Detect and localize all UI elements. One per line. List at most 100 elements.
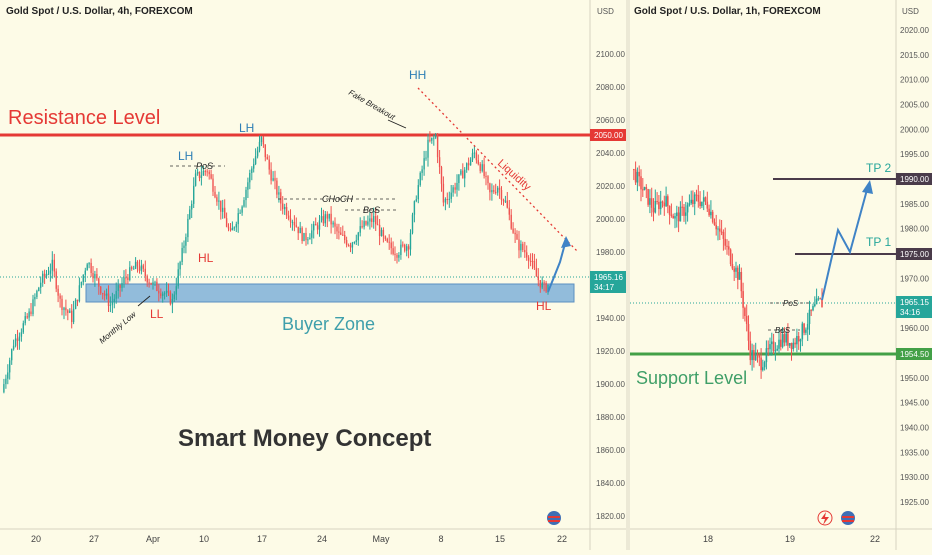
candle-body [649,198,651,205]
candle-body [688,203,691,206]
right-chart-title: Gold Spot / U.S. Dollar, 1h, FOREXCOM [634,6,821,17]
candle-body [287,215,290,219]
candle-body [133,268,135,270]
candle-body [55,271,57,289]
candle-body [778,339,780,349]
candle-body [448,198,450,200]
candle-body [318,220,321,230]
candle-body [305,233,307,240]
y-tick-label: 1930.00 [900,473,929,482]
candle-body [11,349,13,361]
candle-body [57,288,59,296]
candle-body [347,245,350,247]
candle-body [537,276,539,281]
lh-label-2: LH [239,121,254,135]
candle-body [291,221,294,223]
candle-body [796,336,798,345]
candle-body [378,224,381,237]
candle-body [24,316,26,324]
hl-label-1: HL [198,251,214,265]
candle-body [98,278,100,287]
y-tick-label: 1940.00 [596,314,625,323]
candle-body [119,285,121,288]
candle-body [487,176,489,184]
right-projection-arrow [821,185,869,301]
candle-body [167,290,170,293]
candle-body [32,299,34,315]
candle-body [344,234,346,240]
candle-body [200,175,203,178]
y-tick-label: 1925.00 [900,498,929,507]
candle-body [171,298,174,305]
candle-body [369,218,371,222]
left-countdown: 34:17 [594,283,615,292]
candle-body [481,164,483,171]
candle-body [328,213,330,219]
left-last-price-value: 1965.16 [594,273,623,282]
candle-body [524,250,526,253]
candle-body [819,298,821,300]
candle-body [162,293,164,296]
candle-body [136,261,139,267]
candle-body [280,192,282,204]
candle-body [301,227,303,241]
lightning-icon[interactable] [817,510,833,526]
candle-body [59,295,61,299]
x-tick-label: 22 [557,534,567,544]
candle-body [272,178,274,181]
candle-body [742,291,744,308]
candle-body [504,200,507,202]
candle-body [683,206,685,216]
choch-label: CHoCH [322,194,354,204]
candle-body [152,282,154,285]
candle-body [650,198,653,208]
candle-body [462,170,464,179]
ll-label: LL [150,307,164,321]
concept-label: Smart Money Concept [178,425,431,452]
candle-body [355,240,357,242]
candle-body [522,243,524,250]
candle-body [404,244,406,251]
candle-body [429,139,431,141]
candle-body [129,267,131,280]
candle-body [22,323,24,333]
candle-body [220,200,222,212]
candle-body [386,238,388,242]
y-tick-label: 2060.00 [596,116,625,125]
y-tick-label: 1920.00 [596,347,625,356]
candle-body [520,243,522,251]
candle-body [282,203,284,210]
tp1-price-tag: 1975.00 [896,248,932,260]
candle-body [754,353,757,360]
candle-body [749,340,752,361]
y-tick-label: 1995.00 [900,150,929,159]
candle-body [464,169,466,179]
candle-body [454,187,456,190]
x-tick-label: 8 [438,534,443,544]
candle-body [249,173,251,183]
right-candles [633,161,823,379]
candle-body [7,372,9,379]
candle-body [117,285,119,291]
candle-body [361,226,363,228]
candle-body [719,228,721,232]
us-flag-icon-left[interactable] [547,511,561,525]
candle-body [512,228,514,233]
candle-body [253,164,255,169]
candle-body [224,207,226,219]
candle-body [446,199,448,200]
left-last-price-tag: 1965.16 34:17 [590,271,626,293]
us-flag-icon-right[interactable] [841,511,855,525]
candle-body [711,211,714,223]
candle-body [214,191,216,198]
candle-body [100,286,102,294]
candle-body [158,290,160,294]
y-tick-label: 1960.00 [900,324,929,333]
candle-body [790,343,793,350]
candle-body [88,262,90,265]
candle-body [359,226,361,233]
candle-body [679,206,682,222]
candle-body [469,159,472,166]
candle-body [805,329,807,333]
